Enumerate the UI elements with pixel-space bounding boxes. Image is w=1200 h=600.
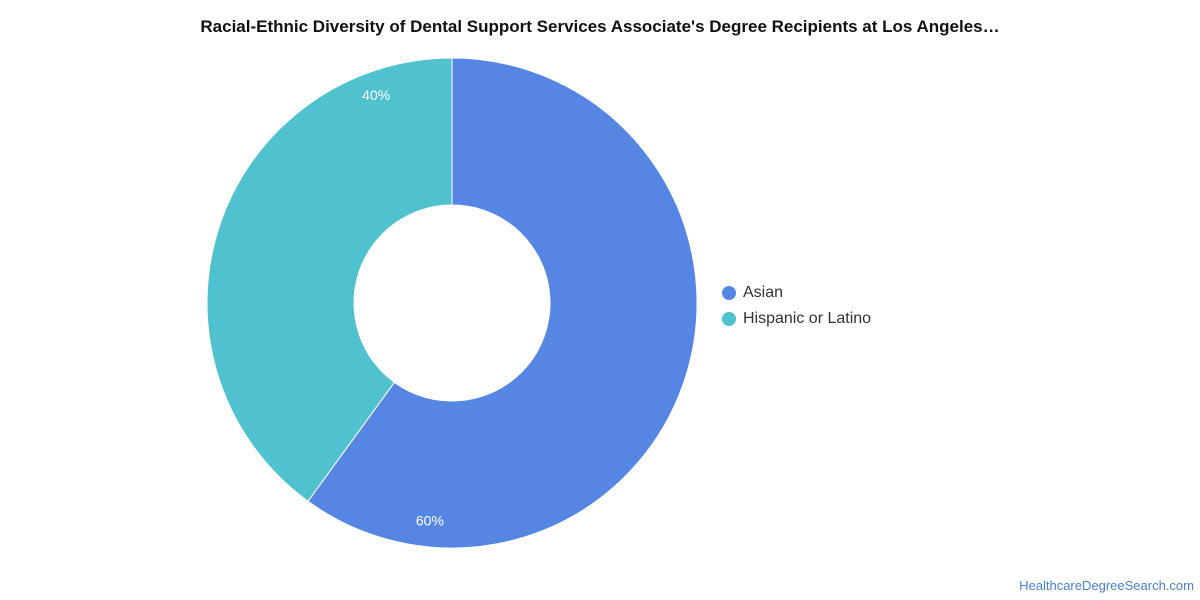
legend-item-asian[interactable]: Asian <box>722 280 871 306</box>
donut-slice-hispanic-or-latino[interactable] <box>206 57 453 502</box>
legend-swatch <box>722 286 736 300</box>
donut-slices <box>206 57 698 549</box>
slice-value-label: 60% <box>416 513 444 529</box>
slice-value-label: 40% <box>362 87 390 103</box>
chart-title: Racial-Ethnic Diversity of Dental Suppor… <box>200 17 1000 36</box>
source-link[interactable]: HealthcareDegreeSearch.com <box>1019 578 1194 593</box>
chart-legend: Asian Hispanic or Latino <box>722 280 871 332</box>
legend-item-hispanic-or-latino[interactable]: Hispanic or Latino <box>722 306 871 332</box>
legend-label: Asian <box>743 284 784 301</box>
legend-swatch <box>722 312 736 326</box>
donut-slice-asian[interactable] <box>307 57 698 549</box>
donut-slice-labels: 60% 40% <box>362 87 444 528</box>
legend-label: Hispanic or Latino <box>743 310 872 327</box>
